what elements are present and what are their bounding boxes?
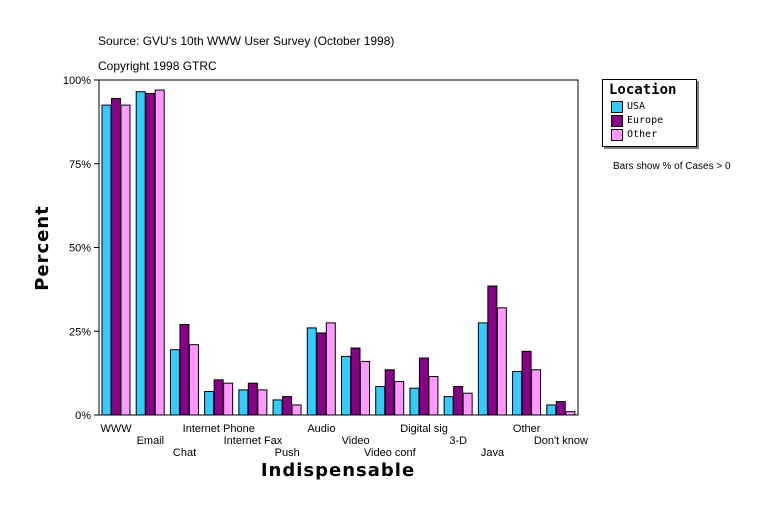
bar-video-conf-europe bbox=[384, 369, 395, 416]
bar-www-usa bbox=[101, 104, 112, 416]
x-tick-label: Other bbox=[513, 423, 541, 435]
x-tick-label: Video bbox=[342, 435, 370, 447]
bar-audio-europe bbox=[316, 332, 327, 416]
bar-www-other bbox=[120, 104, 131, 416]
bar-digital-sig-usa bbox=[409, 387, 420, 416]
bar-digital-sig-europe bbox=[418, 357, 429, 416]
legend-item-usa: USA bbox=[611, 101, 645, 113]
copyright-text: Copyright 1998 GTRC bbox=[98, 59, 217, 73]
bar-java-europe bbox=[487, 285, 498, 416]
y-axis-title: Percent bbox=[32, 205, 53, 291]
bar-other-usa bbox=[512, 370, 523, 416]
bar-internet-phone-europe bbox=[213, 379, 224, 416]
x-tick-label: Push bbox=[275, 447, 300, 459]
legend-label-other: Other bbox=[627, 129, 658, 140]
legend: Location USA Europe Other bbox=[602, 79, 697, 147]
bar-audio-other bbox=[325, 322, 336, 416]
x-tick-label: Audio bbox=[307, 423, 335, 435]
legend-swatch-other bbox=[611, 129, 623, 141]
legend-label-usa: USA bbox=[627, 101, 646, 112]
bar-don-t-know-europe bbox=[555, 401, 566, 416]
x-tick-label: Chat bbox=[173, 447, 196, 459]
bar-internet-phone-usa bbox=[204, 391, 215, 416]
legend-item-europe: Europe bbox=[611, 115, 663, 127]
bar-chat-usa bbox=[169, 349, 180, 416]
x-tick-label: Internet Fax bbox=[224, 435, 283, 447]
bar-don-t-know-usa bbox=[546, 404, 557, 416]
source-text: Source: GVU's 10th WWW User Survey (Octo… bbox=[98, 34, 395, 48]
bar-email-usa bbox=[135, 91, 146, 416]
x-tick-label: Digital sig bbox=[400, 423, 448, 435]
legend-label-europe: Europe bbox=[627, 115, 664, 126]
bar-3-d-other bbox=[462, 392, 473, 416]
x-tick-label: Don't know bbox=[534, 435, 588, 447]
x-tick-label: Email bbox=[137, 435, 165, 447]
bar-video-other bbox=[360, 360, 370, 416]
bar-other-europe bbox=[521, 350, 532, 416]
y-tick-label: 50% bbox=[69, 243, 91, 255]
x-tick-label: Video conf bbox=[364, 447, 417, 459]
bar-video-conf-usa bbox=[375, 386, 386, 416]
legend-title: Location bbox=[609, 82, 677, 98]
y-tick-label: 75% bbox=[69, 159, 91, 171]
x-tick-label: 3-D bbox=[449, 435, 467, 447]
bar-internet-phone-other bbox=[223, 382, 234, 416]
bar-internet-fax-usa bbox=[238, 389, 249, 416]
bar-push-usa bbox=[272, 399, 283, 416]
bar-push-other bbox=[291, 404, 302, 416]
legend-item-other: Other bbox=[611, 129, 657, 141]
bar-www-europe bbox=[111, 97, 121, 416]
bar-email-europe bbox=[145, 92, 156, 416]
y-tick-label: 0% bbox=[75, 410, 91, 422]
bar-internet-fax-other bbox=[257, 389, 268, 416]
bar-3-d-usa bbox=[443, 396, 454, 416]
bar-internet-fax-europe bbox=[247, 382, 258, 416]
legend-swatch-europe bbox=[611, 115, 623, 127]
bar-chat-other bbox=[188, 344, 199, 416]
legend-swatch-usa bbox=[611, 101, 623, 113]
x-axis-title: Indispensable bbox=[261, 460, 415, 481]
y-tick-label: 25% bbox=[69, 326, 91, 338]
y-tick-label: 100% bbox=[63, 75, 91, 87]
bar-java-other bbox=[496, 307, 507, 416]
bar-don-t-know-other bbox=[565, 411, 576, 416]
x-tick-label: WWW bbox=[101, 423, 133, 435]
bar-video-usa bbox=[341, 355, 351, 416]
bar-audio-usa bbox=[306, 327, 317, 416]
bar-video-europe bbox=[350, 347, 361, 416]
bar-digital-sig-other bbox=[428, 375, 439, 416]
bar-chat-europe bbox=[179, 324, 190, 416]
bar-email-other bbox=[154, 89, 165, 416]
bar-java-usa bbox=[477, 322, 488, 416]
bar-video-conf-other bbox=[394, 381, 405, 416]
x-tick-label: Internet Phone bbox=[183, 423, 255, 435]
bar-other-other bbox=[531, 369, 542, 416]
bar-3-d-europe bbox=[453, 386, 464, 416]
bars-note: Bars show % of Cases > 0 bbox=[613, 161, 731, 172]
bar-push-europe bbox=[282, 396, 293, 416]
x-tick-label: Java bbox=[481, 447, 505, 459]
